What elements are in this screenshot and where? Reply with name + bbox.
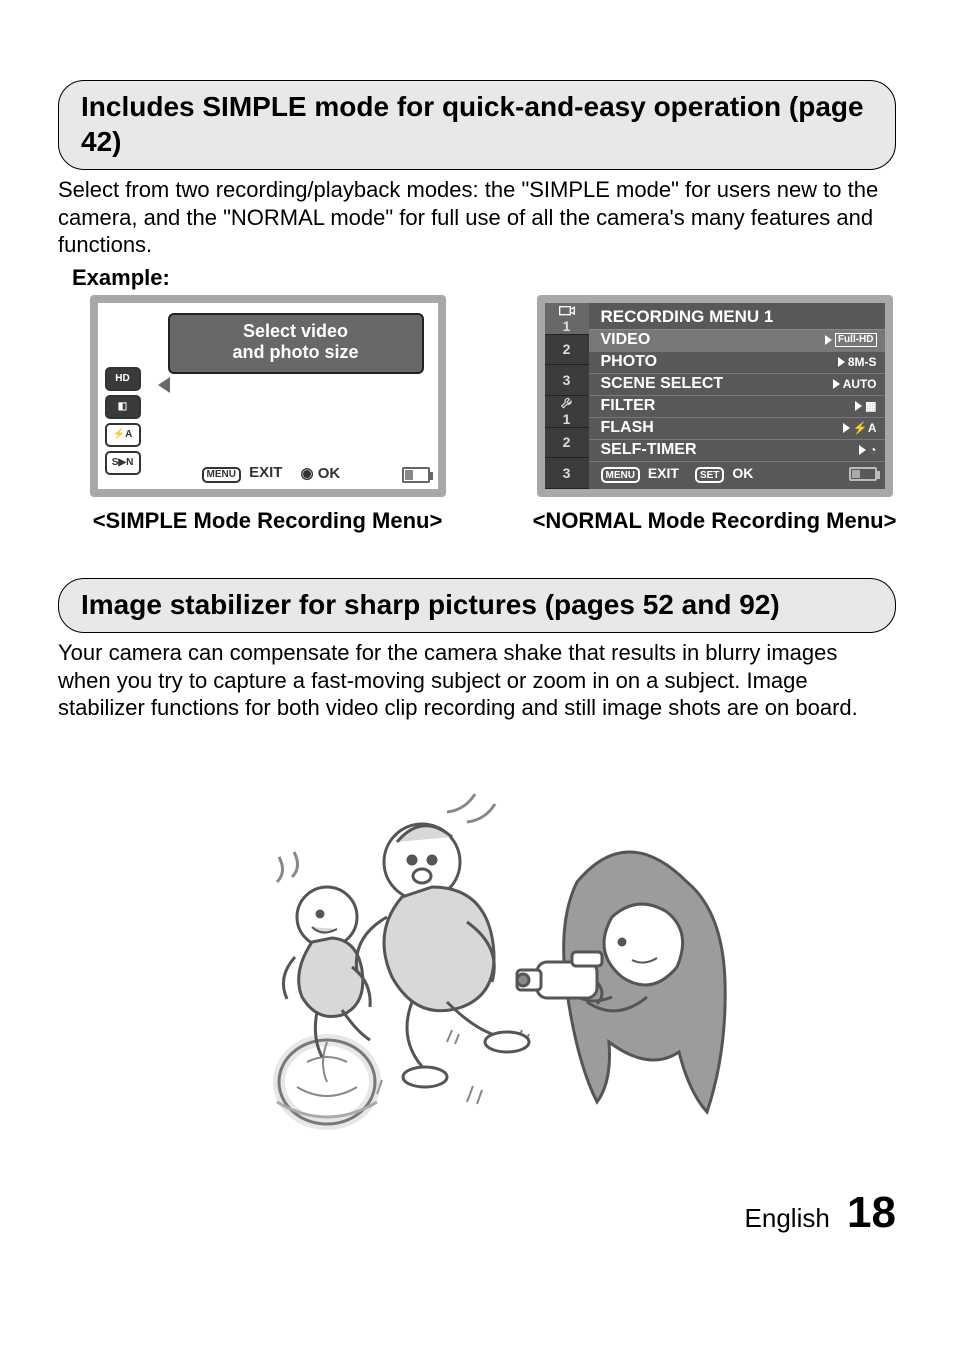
wrench-icon [559,396,575,410]
section-1-title: Includes SIMPLE mode for quick-and-easy … [81,89,873,159]
simple-mode-column: HD ◧ ⚡A S▶N Select video and photo size … [58,295,477,535]
chevron-right-icon [843,423,850,433]
simple-side-icons: HD ◧ ⚡A S▶N [98,303,148,489]
normal-footer: MENU EXIT SET OK [589,462,885,484]
simple-ok: ◉ OK [300,464,340,482]
simple-main-area: Select video and photo size MENU EXIT ◉ … [148,303,438,489]
simple-bubble: Select video and photo size [168,313,424,374]
section-1-body: Select from two recording/playback modes… [58,176,896,259]
side-icon-flash: ⚡A [105,423,141,447]
simple-footer: MENU EXIT ◉ OK [202,464,428,483]
normal-mode-column: 1 2 3 1 2 3 RECORDING MENU 1 VIDEO Full-… [505,295,924,535]
simple-mode-screen: HD ◧ ⚡A S▶N Select video and photo size … [90,295,446,497]
normal-main-area: RECORDING MENU 1 VIDEO Full-HD PHOTO 8M-… [589,303,885,489]
illustration [58,742,896,1142]
normal-mode-screen: 1 2 3 1 2 3 RECORDING MENU 1 VIDEO Full-… [537,295,893,497]
chevron-right-icon [825,335,832,345]
menu-row-video: VIDEO Full-HD [589,330,885,352]
menu-pill: MENU [202,467,241,483]
menu-pill: MENU [601,467,640,483]
tab-tool-2: 2 [545,428,589,459]
normal-exit: MENU EXIT [601,465,679,484]
page-footer: English 18 [58,1188,896,1238]
side-icon-photo: ◧ [105,395,141,419]
battery-icon [402,467,430,483]
chevron-right-icon [855,401,862,411]
simple-caption: <SIMPLE Mode Recording Menu> [93,507,443,535]
normal-caption: <NORMAL Mode Recording Menu> [533,507,897,535]
tab-camera-1: 1 [545,303,589,335]
side-icon-hd: HD [105,367,141,391]
footer-page-number: 18 [847,1188,896,1237]
set-pill: SET [695,467,724,483]
normal-title: RECORDING MENU 1 [589,303,885,330]
battery-icon [849,467,877,481]
tab-camera-2: 2 [545,335,589,366]
menu-screenshots-row: HD ◧ ⚡A S▶N Select video and photo size … [58,295,896,535]
tab-camera-3: 3 [545,365,589,396]
simple-exit: MENU EXIT [202,464,283,483]
section-1-header: Includes SIMPLE mode for quick-and-easy … [58,80,896,170]
chevron-right-icon [838,357,845,367]
normal-left-tabs: 1 2 3 1 2 3 [545,303,589,489]
menu-row-filter: FILTER ▦ [589,396,885,418]
footer-language: English [745,1203,830,1233]
tab-tool-3: 3 [545,458,589,489]
side-icon-mode: S▶N [105,451,141,475]
stabilizer-illustration [217,742,737,1142]
menu-row-timer: SELF-TIMER ◔ [589,440,885,462]
section-2-body: Your camera can compensate for the camer… [58,639,896,722]
tab-tool-1: 1 [545,396,589,428]
camera-icon [559,303,575,317]
simple-bubble-line2: and photo size [233,342,359,362]
menu-row-scene: SCENE SELECT AUTO [589,374,885,396]
simple-bubble-line1: Select video [243,321,348,341]
chevron-right-icon [859,445,866,455]
menu-row-photo: PHOTO 8M-S [589,352,885,374]
normal-ok: SET OK [695,465,753,484]
set-icon: ◉ [300,465,313,482]
menu-row-flash: FLASH ⚡A [589,418,885,440]
example-label: Example: [72,265,896,291]
section-2-header: Image stabilizer for sharp pictures (pag… [58,578,896,633]
chevron-right-icon [833,379,840,389]
section-2-title: Image stabilizer for sharp pictures (pag… [81,587,873,622]
